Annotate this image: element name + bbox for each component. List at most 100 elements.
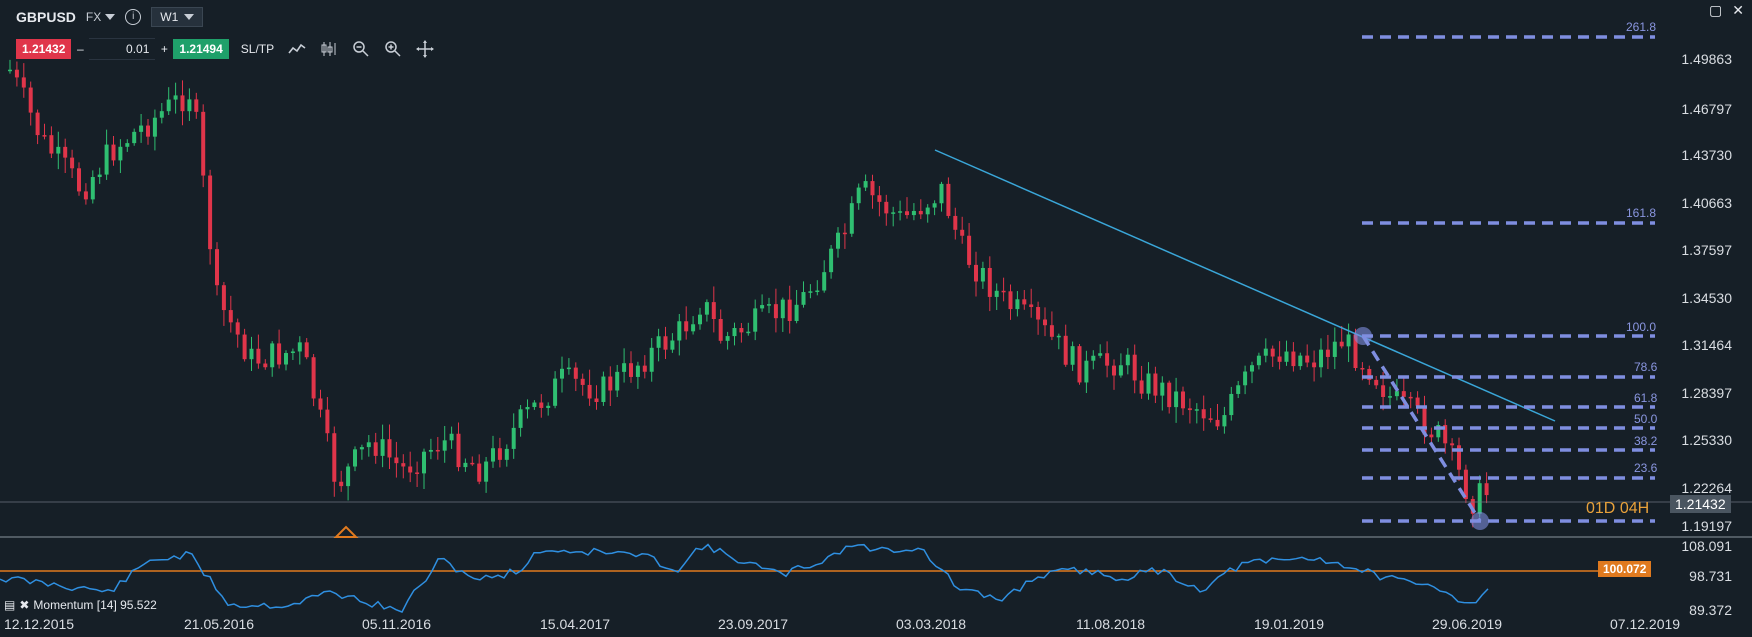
candle-body [863,181,868,188]
price-axis-label: 1.49863 [1681,51,1732,67]
candle-body [663,336,668,350]
price-axis-label: 1.25330 [1681,432,1732,448]
price-axis-label: 1.22264 [1681,480,1732,496]
collapse-icon[interactable]: ▤ [4,598,16,612]
candle-body [1015,299,1020,310]
candle-body [980,267,985,282]
candle-body [553,378,558,406]
candle-body [615,371,620,391]
candle-body [304,342,309,358]
time-axis-label: 23.09.2017 [718,616,789,632]
trend-line[interactable] [934,149,1556,422]
candle-body [442,440,447,451]
candle-body [925,207,930,215]
event-marker[interactable] [333,525,359,538]
candle-body [1463,469,1468,500]
line-chart-icon[interactable] [288,40,306,58]
candle-body [297,342,302,352]
lot-size-input[interactable]: 0.01 [89,38,156,60]
candle-body [1118,365,1123,376]
candle-body [1381,385,1386,398]
candle-body [670,340,675,350]
candle-body [263,363,268,368]
candle-body [118,146,123,161]
candle-body [394,457,399,464]
candle-body [1332,341,1337,357]
candle-body [808,291,813,293]
momentum-axis-label: 98.731 [1689,568,1732,584]
candle-body [1284,351,1289,362]
candle-body [884,201,889,214]
fib-level-label: 50.0 [1634,412,1658,426]
candle-body [1187,408,1192,411]
candle-body [1222,415,1227,427]
fib-anchor-handle[interactable] [1471,512,1489,530]
candle-body [1325,349,1330,357]
candle-body [1153,373,1158,396]
candle-body [891,212,896,214]
candle-body [1056,335,1061,338]
fib-level-label: 100.0 [1626,320,1657,334]
lot-decrease-button[interactable]: – [71,39,90,59]
candle-body [587,384,592,399]
candle-body [228,310,233,323]
candle-body [566,367,571,370]
candle-body [525,407,530,410]
market-selector[interactable]: FX [86,10,116,24]
buy-button[interactable]: 1.21494 [173,39,229,59]
candle-body [711,302,716,320]
candle-body [1319,349,1323,368]
lot-increase-button[interactable]: + [155,39,174,59]
candle-body [8,69,12,72]
candle-body [1201,409,1206,419]
candle-body [815,290,820,293]
close-icon[interactable]: ✕ [1732,2,1744,18]
bar-countdown: 01D 04H [1586,500,1649,518]
candle-body [1229,393,1234,416]
candle-body [918,210,923,215]
sell-button[interactable]: 1.21432 [16,39,72,59]
fib-level-label: 161.8 [1626,206,1657,220]
candle-body [677,321,682,341]
candle-body [691,324,696,332]
candle-body [290,351,295,354]
candle-body [622,363,627,372]
close-icon[interactable]: ✖ [19,598,30,612]
candle-body [629,363,633,377]
candle-body [829,248,834,273]
candle-body [1277,356,1282,362]
candlestick-icon[interactable] [320,40,338,58]
candle-body [994,290,999,297]
candle-body [849,203,854,234]
candle-body [387,439,392,458]
info-icon[interactable]: i [125,9,142,25]
chevron-down-icon [105,14,116,20]
zoom-out-icon[interactable] [352,40,370,58]
maximize-icon[interactable]: ▢ [1709,2,1723,18]
candle-body [152,117,157,137]
timeframe-selector[interactable]: W1 [151,7,204,27]
candle-body [573,367,578,379]
candle-body [166,99,171,112]
candle-body [83,191,88,200]
candle-body [256,348,261,364]
candle-body [1298,355,1303,367]
candle-body [90,177,95,200]
candle-body [470,462,475,465]
candle-body [642,365,647,372]
candle-body [504,448,509,460]
zoom-in-icon[interactable] [384,40,402,58]
sltp-button[interactable]: SL/TP [240,42,275,56]
symbol-label[interactable]: GBPUSD [16,9,76,25]
candle-body [1484,483,1489,496]
candle-body [194,99,199,112]
fib-anchor-handle[interactable] [1354,327,1372,345]
candle-body [284,353,288,365]
candle-body [1049,325,1054,337]
candle-body [1132,354,1137,381]
crosshair-icon[interactable] [416,40,435,58]
candle-body [1194,409,1199,411]
fib-anchor-line[interactable] [1361,335,1482,522]
candle-body [42,135,47,137]
